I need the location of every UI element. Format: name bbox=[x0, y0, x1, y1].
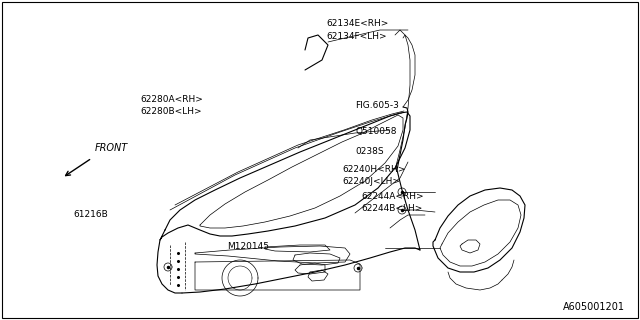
Text: 62240H<RH>: 62240H<RH> bbox=[342, 165, 406, 174]
Text: 0238S: 0238S bbox=[355, 148, 384, 156]
Text: FIG.605-3: FIG.605-3 bbox=[355, 101, 399, 110]
Text: 62280B<LH>: 62280B<LH> bbox=[141, 108, 202, 116]
Text: A605001201: A605001201 bbox=[563, 302, 625, 312]
Text: 62244B<LH>: 62244B<LH> bbox=[362, 204, 423, 213]
Text: FRONT: FRONT bbox=[95, 143, 128, 153]
Text: 62134F<LH>: 62134F<LH> bbox=[326, 32, 387, 41]
Text: Q510058: Q510058 bbox=[355, 127, 397, 136]
Text: 62240J<LH>: 62240J<LH> bbox=[342, 177, 401, 186]
Text: 62244A<RH>: 62244A<RH> bbox=[362, 192, 424, 201]
Text: 62280A<RH>: 62280A<RH> bbox=[141, 95, 204, 104]
Text: 61216B: 61216B bbox=[74, 210, 108, 219]
Text: 62134E<RH>: 62134E<RH> bbox=[326, 20, 388, 28]
Text: M120145: M120145 bbox=[227, 242, 269, 251]
